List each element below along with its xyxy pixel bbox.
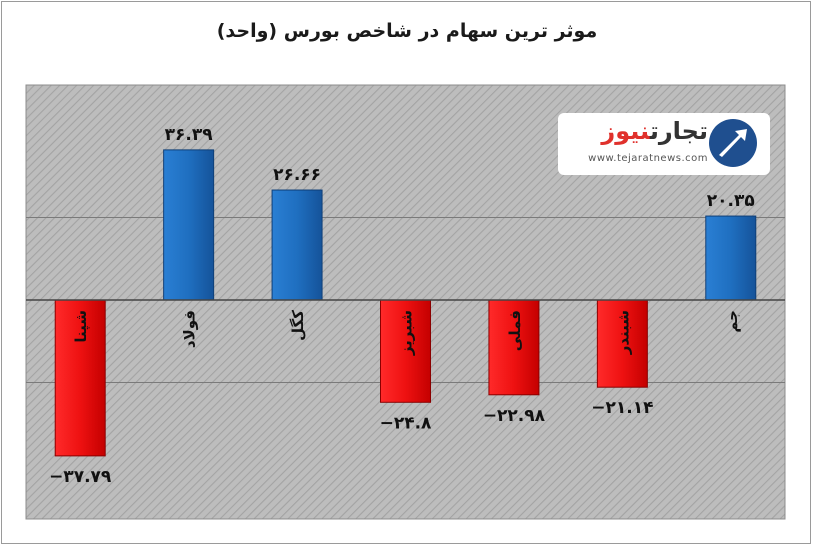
bar-2 [163,149,215,301]
logo-arrow-icon [719,129,747,157]
bar-4 [380,299,431,403]
value-label-6: −۲۱.۱۴ [591,398,653,418]
category-label-3: کگل [289,310,307,341]
category-label-6: شبندر [614,310,632,355]
category-label-4: شبریز [398,310,416,356]
category-label-5: فملی [506,310,524,351]
bar-7 [705,215,757,301]
chart-title: موثر ترین سهام در شاخص بورس (واحد) [216,20,598,42]
category-label-1: شپنا [72,310,91,343]
value-label-4: −۲۴.۸ [380,413,432,433]
logo-circle-icon [709,119,757,167]
logo-text: تجارتنیوز [601,117,708,145]
value-label-5: −۲۲.۹۸ [483,406,546,426]
logo-url: www.tejaratnews.com [588,153,708,164]
bar-6 [596,299,648,388]
value-label-2: ۳۶.۳۹ [165,125,214,145]
category-label-2: فولاد [181,310,199,348]
tejaratnews-logo: تجارتنیوز www.tejaratnews.com [558,113,770,175]
category-label-7: جم [723,310,741,333]
value-label-7: ۲۰.۳۵ [707,191,755,211]
value-label-1: −۳۷.۷۹ [49,467,112,487]
value-label-3: ۲۶.۶۶ [273,165,321,185]
bar-3 [271,189,323,301]
bar-1 [54,299,106,457]
bar-5 [488,299,540,396]
